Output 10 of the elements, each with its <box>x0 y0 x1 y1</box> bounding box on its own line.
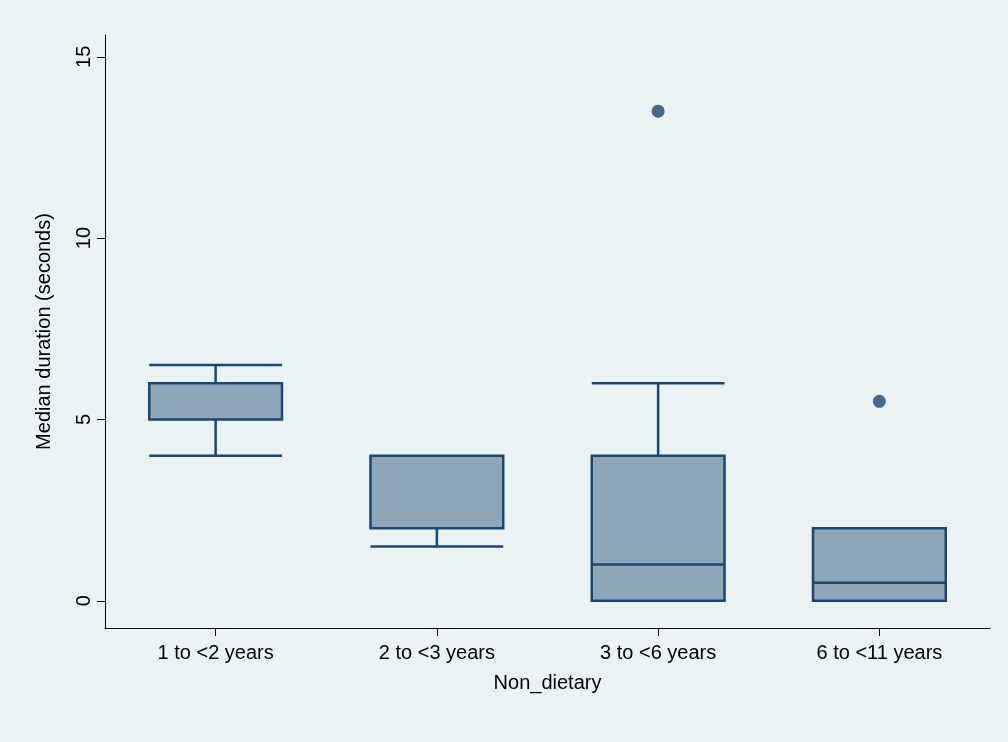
x-tick-label: 1 to <2 years <box>157 641 274 663</box>
y-tick-label: 0 <box>72 595 94 607</box>
y-tick-label: 10 <box>72 226 94 250</box>
x-tick-label: 2 to <3 years <box>378 641 495 663</box>
y-tick-label: 5 <box>72 413 94 426</box>
y-tick-label: 15 <box>72 45 94 68</box>
x-tick-label: 3 to <6 years <box>600 641 717 663</box>
y-axis-title: Median duration (seconds) <box>32 213 54 450</box>
x-tick-label: 6 to <11 years <box>816 641 943 663</box>
x-axis-title: Non_dietary <box>493 671 602 694</box>
